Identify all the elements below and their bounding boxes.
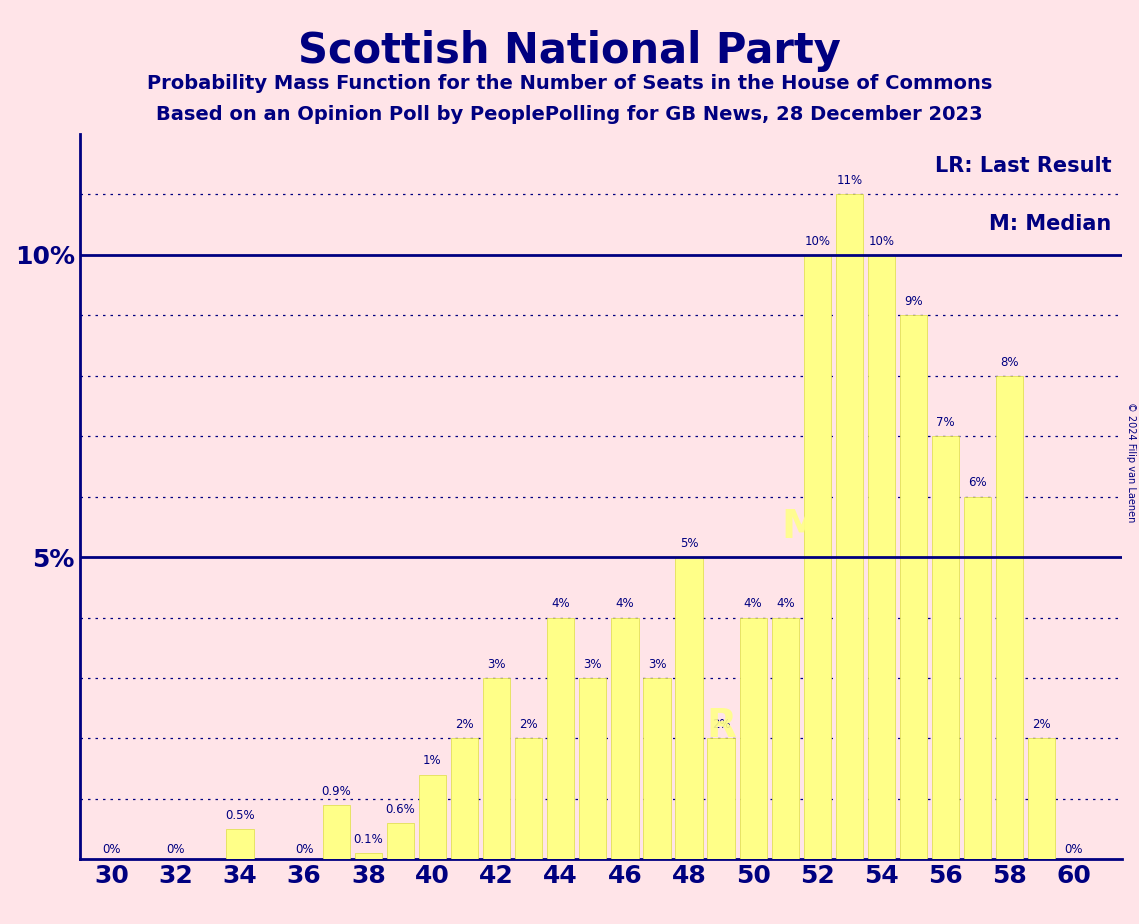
Bar <box>644 678 671 859</box>
Bar <box>739 617 767 859</box>
Bar <box>354 853 382 859</box>
Text: © 2024 Filip van Laenen: © 2024 Filip van Laenen <box>1126 402 1136 522</box>
Text: 0%: 0% <box>166 843 186 856</box>
Bar <box>932 436 959 859</box>
Text: 4%: 4% <box>615 597 634 610</box>
Bar <box>547 617 574 859</box>
Bar <box>804 255 831 859</box>
Bar <box>227 829 254 859</box>
Text: 0.1%: 0.1% <box>353 833 383 846</box>
Text: 10%: 10% <box>868 235 894 248</box>
Bar <box>322 805 350 859</box>
Bar <box>675 557 703 859</box>
Text: 7%: 7% <box>936 416 954 429</box>
Text: 0.9%: 0.9% <box>321 784 351 797</box>
Bar <box>483 678 510 859</box>
Text: LR: Last Result: LR: Last Result <box>935 156 1112 176</box>
Bar <box>900 315 927 859</box>
Bar <box>419 774 446 859</box>
Text: Scottish National Party: Scottish National Party <box>298 30 841 71</box>
Bar <box>515 738 542 859</box>
Text: 3%: 3% <box>487 658 506 671</box>
Text: 9%: 9% <box>904 295 923 308</box>
Text: 0%: 0% <box>1065 843 1083 856</box>
Bar <box>964 497 991 859</box>
Text: 0%: 0% <box>103 843 121 856</box>
Text: 2%: 2% <box>456 718 474 731</box>
Text: 2%: 2% <box>1032 718 1051 731</box>
Bar <box>707 738 735 859</box>
Bar <box>387 823 415 859</box>
Text: 4%: 4% <box>776 597 795 610</box>
Bar <box>868 255 895 859</box>
Text: Probability Mass Function for the Number of Seats in the House of Commons: Probability Mass Function for the Number… <box>147 74 992 93</box>
Bar <box>451 738 478 859</box>
Text: 5%: 5% <box>680 537 698 550</box>
Text: 4%: 4% <box>744 597 762 610</box>
Text: 0.6%: 0.6% <box>385 803 416 816</box>
Text: 2%: 2% <box>712 718 730 731</box>
Bar <box>579 678 606 859</box>
Bar <box>612 617 639 859</box>
Bar <box>995 376 1023 859</box>
Text: 4%: 4% <box>551 597 570 610</box>
Text: 3%: 3% <box>648 658 666 671</box>
Text: 0.5%: 0.5% <box>226 808 255 821</box>
Bar <box>836 194 863 859</box>
Text: M: M <box>781 508 820 546</box>
Text: R: R <box>706 708 736 746</box>
Text: Based on an Opinion Poll by PeoplePolling for GB News, 28 December 2023: Based on an Opinion Poll by PeoplePollin… <box>156 105 983 125</box>
Text: 10%: 10% <box>804 235 830 248</box>
Text: 3%: 3% <box>583 658 603 671</box>
Text: M: Median: M: Median <box>990 213 1112 234</box>
Bar <box>771 617 798 859</box>
Text: 6%: 6% <box>968 477 986 490</box>
Text: 8%: 8% <box>1000 356 1019 369</box>
Text: 1%: 1% <box>424 754 442 768</box>
Text: 11%: 11% <box>836 174 862 188</box>
Text: 2%: 2% <box>519 718 538 731</box>
Bar <box>1029 738 1056 859</box>
Text: 0%: 0% <box>295 843 313 856</box>
